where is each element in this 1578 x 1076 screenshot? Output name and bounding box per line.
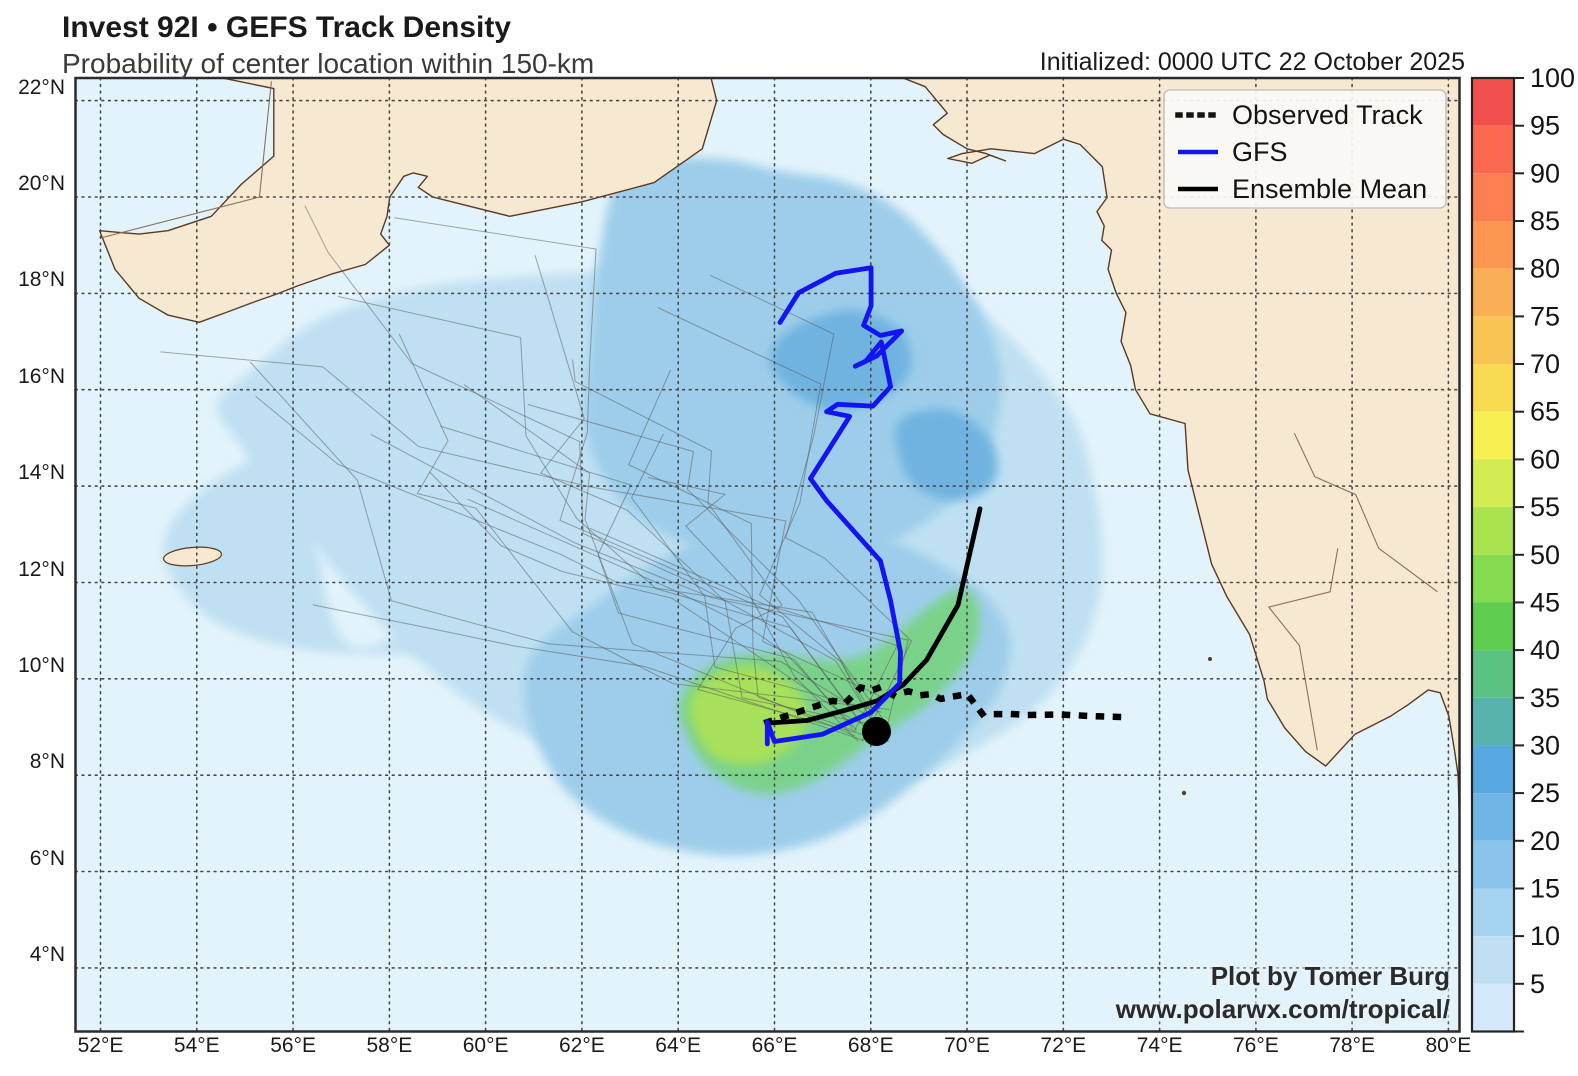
svg-text:55: 55 xyxy=(1530,492,1560,522)
svg-text:65: 65 xyxy=(1530,397,1560,427)
svg-text:45: 45 xyxy=(1530,587,1560,617)
svg-text:50: 50 xyxy=(1530,540,1560,570)
svg-text:85: 85 xyxy=(1530,206,1560,236)
svg-text:80: 80 xyxy=(1530,254,1560,284)
svg-text:90: 90 xyxy=(1530,158,1560,188)
svg-text:95: 95 xyxy=(1530,111,1560,141)
svg-text:5: 5 xyxy=(1530,969,1545,999)
svg-text:75: 75 xyxy=(1530,301,1560,331)
svg-text:30: 30 xyxy=(1530,730,1560,760)
svg-text:10: 10 xyxy=(1530,921,1560,951)
svg-text:40: 40 xyxy=(1530,635,1560,665)
svg-text:20: 20 xyxy=(1530,826,1560,856)
svg-text:GFS: GFS xyxy=(1232,137,1288,167)
svg-text:60: 60 xyxy=(1530,444,1560,474)
svg-text:15: 15 xyxy=(1530,874,1560,904)
svg-text:Ensemble Mean: Ensemble Mean xyxy=(1232,174,1427,204)
svg-text:100: 100 xyxy=(1530,63,1575,93)
svg-text:70: 70 xyxy=(1530,349,1560,379)
svg-text:Observed Track: Observed Track xyxy=(1232,100,1423,130)
svg-text:25: 25 xyxy=(1530,778,1560,808)
svg-text:35: 35 xyxy=(1530,683,1560,713)
